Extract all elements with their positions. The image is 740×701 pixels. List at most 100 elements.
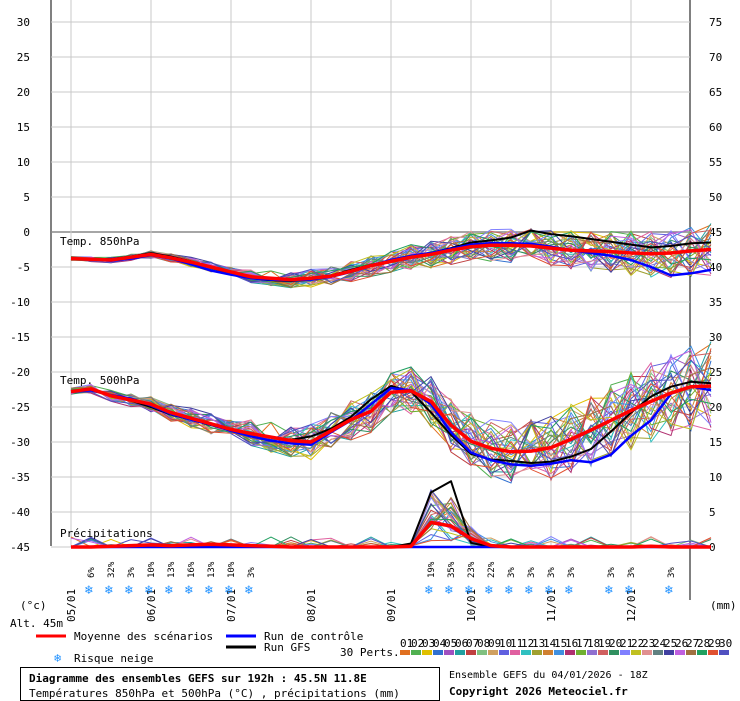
pert-legend-number: 16 <box>565 637 578 650</box>
pert-legend-swatch <box>532 650 542 655</box>
right-tick-label: 25 <box>709 366 722 379</box>
x-date-label: 07/01 <box>225 589 238 622</box>
left-axis-ticks: 30 25 20 15 10 5 0 -5 -10 -15 -20 -25 -30 -35 -40 -45 <box>10 16 30 554</box>
right-tick-label: 15 <box>709 436 722 449</box>
x-date-label: 08/01 <box>305 589 318 622</box>
pert-legend-swatch <box>422 650 432 655</box>
snowflake-icon: ❄ <box>604 583 613 598</box>
pert-legend-swatch <box>675 650 685 655</box>
snow-risk-percent: 13% <box>167 561 177 578</box>
pert-legend-number: 03 <box>422 637 435 650</box>
x-date-label: 09/01 <box>385 589 398 622</box>
pert-legend-number: 10 <box>499 637 512 650</box>
left-tick-label: 20 <box>17 86 30 99</box>
snow-risk-percent: 22% <box>487 561 497 578</box>
pert-legend-swatch <box>565 650 575 655</box>
pert-legend-number: 26 <box>675 637 688 650</box>
right-tick-label: 10 <box>709 471 722 484</box>
right-tick-label: 60 <box>709 121 722 134</box>
pert-legend-number: 06 <box>455 637 468 650</box>
pert-legend-swatch <box>554 650 564 655</box>
x-date-label: 05/01 <box>65 589 78 622</box>
pert-legend-swatch <box>444 650 454 655</box>
perturbation-line-t850 <box>70 227 712 285</box>
pert-legend-number: 13 <box>532 637 545 650</box>
pert-legend-number: 04 <box>433 637 447 650</box>
right-tick-label: 5 <box>709 506 716 519</box>
t850-label: Temp. 850hPa <box>60 235 139 248</box>
pert-legend-swatch <box>719 650 729 655</box>
snowflake-icon: ❄ <box>84 583 93 598</box>
pert-legend-number: 21 <box>620 637 633 650</box>
left-tick-label: -25 <box>10 401 30 414</box>
snowflake-icon: ❄ <box>484 583 493 598</box>
pert-legend-swatch <box>697 650 707 655</box>
snow-risk-percent: 19% <box>427 561 437 578</box>
pert-legend-number: 30 <box>719 637 732 650</box>
pert-legend-number: 08 <box>477 637 490 650</box>
panel-labels: Temp. 850hPa Temp. 500hPa Précipitations <box>60 235 153 540</box>
footer-run: Ensemble GEFS du 04/01/2026 - 18Z <box>449 670 648 681</box>
snowflake-icon: ❄ <box>544 583 553 598</box>
footer-subtitle: Températures 850hPa et 500hPa (°C) , pré… <box>29 687 400 700</box>
right-tick-label: 0 <box>709 541 716 554</box>
left-tick-label: -35 <box>10 471 30 484</box>
left-tick-label: -10 <box>10 296 30 309</box>
right-tick-label: 45 <box>709 226 722 239</box>
left-tick-label: -45 <box>10 541 30 554</box>
perturbation-line-t850 <box>70 238 712 288</box>
t500-mean-line <box>70 384 712 454</box>
right-tick-label: 75 <box>709 16 722 29</box>
pert-legend-number: 20 <box>609 637 622 650</box>
pert-legend-swatch <box>576 650 586 655</box>
footer-title: Diagramme des ensembles GEFS sur 192h : … <box>29 672 367 685</box>
x-date-label: 10/01 <box>465 589 478 622</box>
altitude-label: Alt. 45m <box>10 617 63 630</box>
perturbation-line-t850 <box>70 230 712 282</box>
left-tick-label: 5 <box>23 191 30 204</box>
pert-legend-swatch <box>488 650 498 655</box>
left-tick-label: -15 <box>10 331 30 344</box>
pert-legend-number: 02 <box>411 637 424 650</box>
pert-legend-number: 14 <box>543 637 557 650</box>
perturbation-line-t500 <box>70 374 712 475</box>
snow-risk-percent: 35% <box>447 561 457 578</box>
pert-legend-swatch <box>510 650 520 655</box>
left-tick-label: 15 <box>17 121 30 134</box>
snow-risk-percent: 6% <box>87 567 97 578</box>
pert-legend-swatch <box>587 650 597 655</box>
legend-gfs-label: Run GFS <box>264 641 310 654</box>
left-tick-label: -40 <box>10 506 30 519</box>
snow-risk-percent: 13% <box>207 561 217 578</box>
pert-legend-number: 12 <box>521 637 534 650</box>
pert-legend-swatch <box>433 650 443 655</box>
pert-legend-swatch <box>499 650 509 655</box>
snowflake-icon: ❄ <box>204 583 213 598</box>
snowflake-icon: ❄ <box>184 583 193 598</box>
left-tick-label: 25 <box>17 51 30 64</box>
pert-legend-swatch <box>708 650 718 655</box>
snow-risk-percent: 3% <box>247 567 257 578</box>
pert-legend-swatch <box>642 650 652 655</box>
snowflake-icon: ❄ <box>124 583 133 598</box>
right-tick-label: 35 <box>709 296 722 309</box>
pert-legend-number: 25 <box>664 637 677 650</box>
left-tick-label: -20 <box>10 366 30 379</box>
snowflake-icon: ❄ <box>244 583 253 598</box>
pert-legend-number: 17 <box>576 637 589 650</box>
left-tick-label: 30 <box>17 16 30 29</box>
left-tick-label: -5 <box>17 261 30 274</box>
pert-legend-swatch <box>411 650 421 655</box>
pert-legend-number: 07 <box>466 637 479 650</box>
snow-risk-percent: 3% <box>507 567 517 578</box>
left-unit-label: (°c) <box>20 599 47 612</box>
snow-risk-percent: 3% <box>127 567 137 578</box>
right-tick-label: 70 <box>709 51 722 64</box>
pert-legend: 0102030405060708091011121314151617181920… <box>400 637 732 655</box>
snow-risk-percent: 23% <box>467 561 477 578</box>
perturbation-line-t500 <box>70 367 712 472</box>
pert-legend-number: 11 <box>510 637 523 650</box>
right-tick-label: 55 <box>709 156 722 169</box>
pert-legend-number: 28 <box>697 637 710 650</box>
